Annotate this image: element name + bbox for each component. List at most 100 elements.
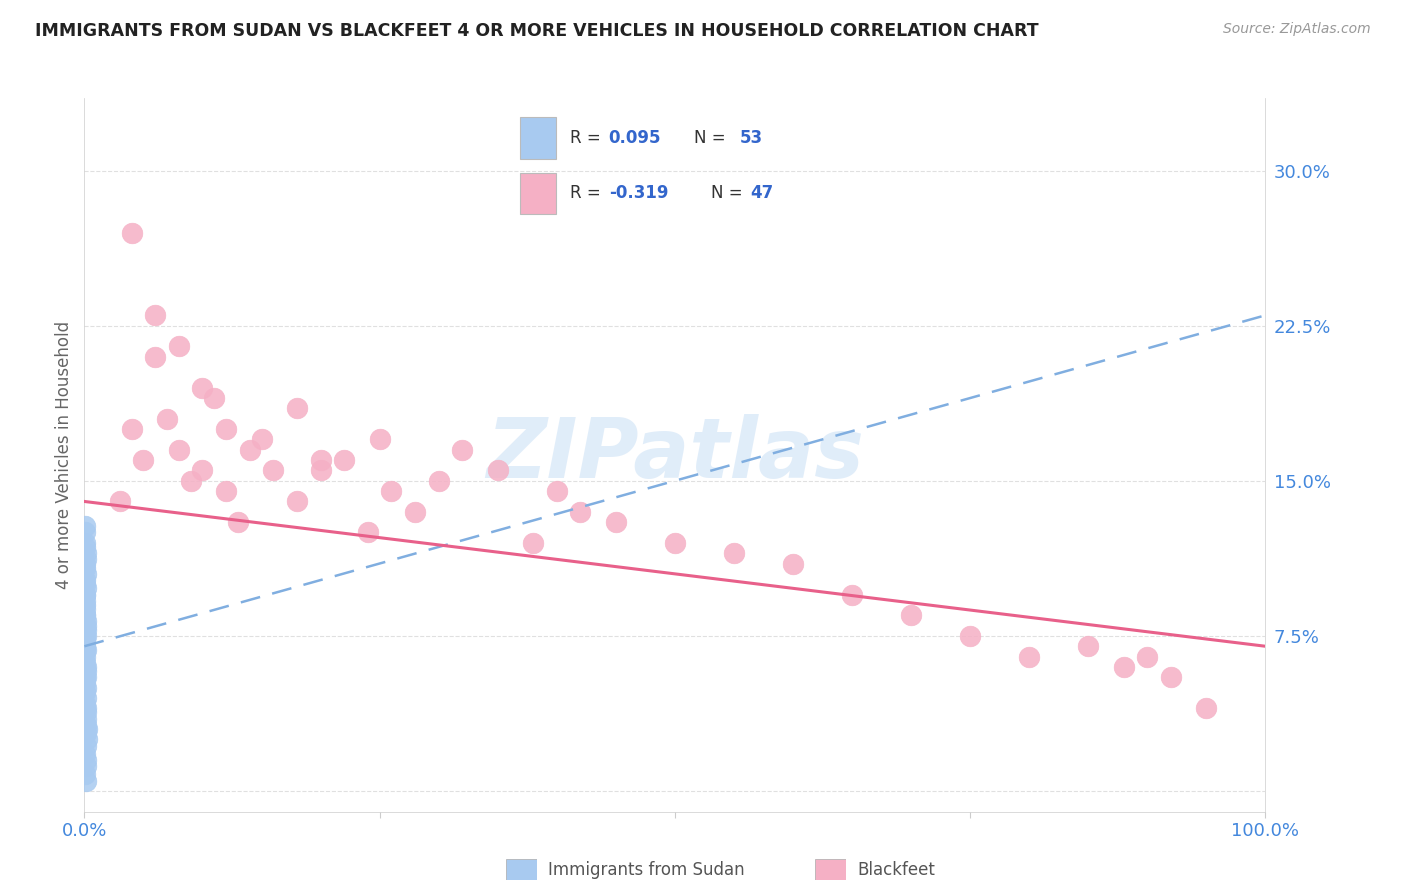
Point xyxy=(121,422,143,436)
Point xyxy=(143,308,166,322)
Point xyxy=(1160,670,1182,684)
Point xyxy=(75,681,97,695)
Point xyxy=(75,676,97,690)
Point xyxy=(75,618,97,632)
Text: ZIPatlas: ZIPatlas xyxy=(486,415,863,495)
Y-axis label: 4 or more Vehicles in Household: 4 or more Vehicles in Household xyxy=(55,321,73,589)
Point xyxy=(75,753,97,767)
Point xyxy=(167,442,190,457)
Point xyxy=(522,536,544,550)
Point xyxy=(75,767,97,781)
Point xyxy=(546,484,568,499)
Point xyxy=(285,494,308,508)
FancyBboxPatch shape xyxy=(815,859,846,880)
Point xyxy=(73,557,96,571)
Point xyxy=(75,701,97,715)
Point xyxy=(202,391,225,405)
Point xyxy=(73,608,96,623)
Point xyxy=(215,484,238,499)
Point xyxy=(180,474,202,488)
Point xyxy=(75,560,97,574)
Point xyxy=(451,442,474,457)
Point xyxy=(75,718,97,732)
Point xyxy=(121,226,143,240)
Point xyxy=(75,566,97,581)
Point xyxy=(75,643,97,657)
Point xyxy=(75,690,97,705)
Point xyxy=(75,664,97,678)
Point xyxy=(75,588,97,602)
Point xyxy=(75,623,97,637)
Point xyxy=(309,453,332,467)
Point xyxy=(75,623,97,637)
Point xyxy=(73,536,96,550)
Point xyxy=(75,629,97,643)
Point xyxy=(664,536,686,550)
Point xyxy=(1195,701,1218,715)
Text: IMMIGRANTS FROM SUDAN VS BLACKFEET 4 OR MORE VEHICLES IN HOUSEHOLD CORRELATION C: IMMIGRANTS FROM SUDAN VS BLACKFEET 4 OR … xyxy=(35,22,1039,40)
Point xyxy=(75,608,97,623)
Point xyxy=(75,656,97,670)
Point xyxy=(191,381,214,395)
Point xyxy=(75,697,97,711)
Point xyxy=(75,573,97,587)
Text: Immigrants from Sudan: Immigrants from Sudan xyxy=(548,861,745,879)
Point xyxy=(75,685,97,699)
Point xyxy=(226,515,249,529)
FancyBboxPatch shape xyxy=(506,859,537,880)
Point xyxy=(156,411,179,425)
Point xyxy=(75,670,97,684)
Point xyxy=(250,433,273,447)
Point xyxy=(75,615,97,629)
Point xyxy=(73,639,96,653)
Point xyxy=(75,747,97,761)
Point xyxy=(1136,649,1159,664)
Point xyxy=(75,759,97,773)
Point xyxy=(1077,639,1099,653)
Point xyxy=(75,582,97,596)
Point xyxy=(239,442,262,457)
Point xyxy=(73,649,96,664)
Point xyxy=(215,422,238,436)
Point xyxy=(75,602,97,616)
Point xyxy=(73,577,96,591)
Point xyxy=(404,505,426,519)
Point xyxy=(73,525,96,540)
Point xyxy=(76,712,98,726)
Point xyxy=(368,433,391,447)
Point xyxy=(73,519,96,533)
Point xyxy=(605,515,627,529)
Point xyxy=(75,635,97,649)
Point xyxy=(486,463,509,477)
Point xyxy=(73,629,96,643)
Point xyxy=(285,401,308,416)
Point xyxy=(262,463,284,477)
Point xyxy=(723,546,745,560)
Point xyxy=(75,726,97,740)
Text: Source: ZipAtlas.com: Source: ZipAtlas.com xyxy=(1223,22,1371,37)
Point xyxy=(75,660,97,674)
Point xyxy=(75,546,97,560)
Point xyxy=(73,540,96,554)
Point xyxy=(569,505,592,519)
Point xyxy=(132,453,155,467)
Point xyxy=(75,593,97,607)
Point xyxy=(1112,660,1135,674)
Point xyxy=(380,484,402,499)
Point xyxy=(167,339,190,353)
Point xyxy=(73,588,96,602)
Point xyxy=(75,552,97,566)
Point xyxy=(75,739,97,753)
Text: Blackfeet: Blackfeet xyxy=(858,861,935,879)
Point xyxy=(1018,649,1040,664)
Point xyxy=(73,598,96,612)
Point xyxy=(75,706,97,720)
Point xyxy=(782,557,804,571)
Point xyxy=(841,588,863,602)
Point xyxy=(75,773,97,788)
Point xyxy=(75,670,97,684)
Point xyxy=(333,453,356,467)
Point xyxy=(143,350,166,364)
Point xyxy=(76,722,98,736)
Point xyxy=(76,732,98,747)
